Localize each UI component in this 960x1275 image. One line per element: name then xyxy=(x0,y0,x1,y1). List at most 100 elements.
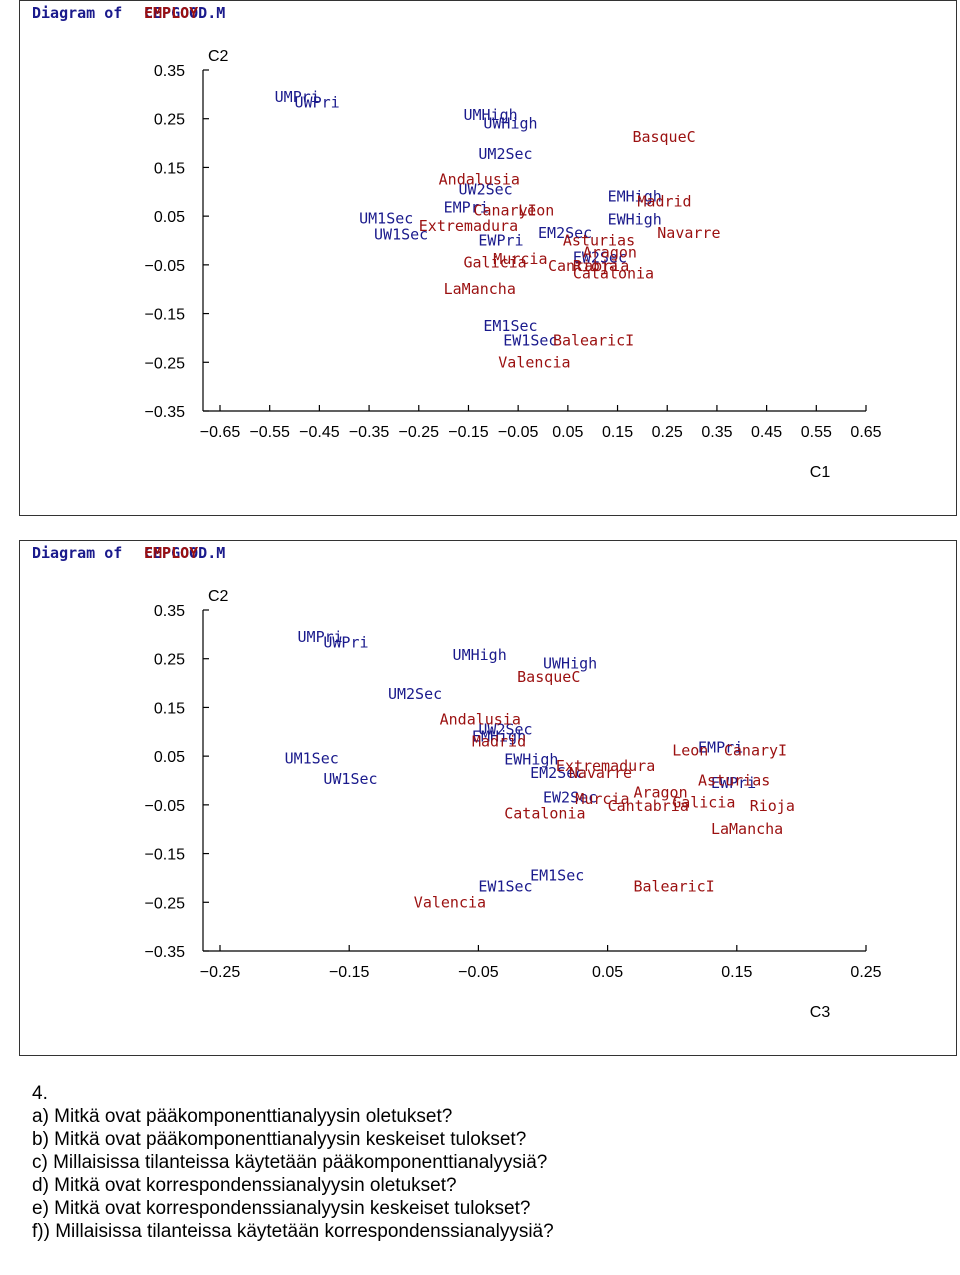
point-label-ewhigh: EWHigh xyxy=(608,211,662,229)
point-label-um2sec: UM2Sec xyxy=(388,685,442,703)
point-label-catalonia: Catalonia xyxy=(504,805,585,823)
point-label-navarre: Navarre xyxy=(569,764,632,782)
point-label-extremadura: Extremadura xyxy=(419,217,518,235)
point-label-cantabria: Cantabria xyxy=(608,797,689,815)
x-axis-label: C3 xyxy=(810,1004,831,1021)
y-tick-label: 0.05 xyxy=(154,209,185,226)
chart-title-employ: EMPLOY xyxy=(144,4,198,22)
x-tick-label: −0.15 xyxy=(329,964,370,981)
x-tick-label: 0.25 xyxy=(850,964,881,981)
y-tick-label: −0.25 xyxy=(145,895,186,912)
x-tick-label: −0.45 xyxy=(299,424,340,441)
chart-title-cepgood: CEPGOOD.M xyxy=(144,544,225,562)
x-tick-label: −0.15 xyxy=(448,424,489,441)
point-label-empri: EMPri xyxy=(444,198,489,216)
point-label-murcia: Murcia xyxy=(575,790,629,808)
x-tick-label: −0.05 xyxy=(458,964,499,981)
point-label-galicia: Galicia xyxy=(672,793,735,811)
x-tick-label: 0.05 xyxy=(552,424,583,441)
point-label-asturias: Asturias xyxy=(563,232,635,250)
x-tick-label: 0.15 xyxy=(602,424,633,441)
y-tick-label: 0.15 xyxy=(154,160,185,177)
x-tick-label: −0.65 xyxy=(200,424,241,441)
point-label-ewpri: EWPri xyxy=(711,774,756,792)
point-label-canaryi: CanaryI xyxy=(724,741,787,759)
exam-questions: 4. a) Mitkä ovat pääkomponenttianalyysin… xyxy=(32,1082,932,1243)
point-label-uwpri: UWPri xyxy=(323,634,368,652)
point-label-canaryi: CanaryI xyxy=(473,201,536,219)
y-axis-label: C2 xyxy=(208,588,229,605)
point-label-leon: Leon xyxy=(518,201,554,219)
point-label-umhigh: UMHigh xyxy=(453,646,507,664)
y-tick-label: 0.05 xyxy=(154,749,185,766)
x-tick-label: 0.65 xyxy=(850,424,881,441)
point-label-valencia: Valencia xyxy=(414,893,486,911)
chart-title-employ: EMPLOY xyxy=(144,544,198,562)
point-label-um2sec: UM2Sec xyxy=(478,145,532,163)
point-label-madrid: Madrid xyxy=(472,733,526,751)
y-tick-label: 0.25 xyxy=(154,652,185,669)
point-label-rioja: Rioja xyxy=(573,257,618,275)
x-tick-label: 0.45 xyxy=(751,424,782,441)
question-b: b) Mitkä ovat pääkomponenttianalyysin ke… xyxy=(32,1129,527,1150)
point-label-ew2sec: EW2Sec xyxy=(543,789,597,807)
point-label-madrid: Madrid xyxy=(637,193,691,211)
y-tick-label: 0.35 xyxy=(154,63,185,80)
chart-panel-c1-c2: Diagram of CEPGOOD.M EMPLOY 0.35 0.25 0.15 0.… xyxy=(19,0,957,516)
question-a: a) Mitkä ovat pääkomponenttianalyysin ol… xyxy=(32,1106,453,1127)
point-label-andalusia: Andalusia xyxy=(440,711,521,729)
point-label-ewpri: EWPri xyxy=(478,232,523,250)
point-label-em1sec: EM1Sec xyxy=(530,866,584,884)
point-label-uw2sec: UW2Sec xyxy=(478,720,532,738)
y-tick-label: 0.35 xyxy=(154,603,185,620)
point-label-basquec: BasqueC xyxy=(632,128,695,146)
question-d: d) Mitkä ovat korrespondenssianalyysin o… xyxy=(32,1175,457,1196)
y-axis-label: C2 xyxy=(208,48,229,65)
point-label-extremadura: Extremadura xyxy=(556,757,655,775)
point-label-ewhigh: EWHigh xyxy=(504,751,558,769)
x-tick-label: −0.25 xyxy=(200,964,241,981)
point-label-ew2sec: EW2Sec xyxy=(573,249,627,267)
x-tick-label: −0.25 xyxy=(399,424,440,441)
question-c: c) Millaisissa tilanteissa käytetään pää… xyxy=(32,1152,548,1173)
chart-title-prefix: Diagram of xyxy=(32,544,122,562)
question-f: f)) Millaisissa tilanteissa käytetään ko… xyxy=(32,1221,554,1242)
point-label-um1sec: UM1Sec xyxy=(359,210,413,228)
y-tick-label: 0.15 xyxy=(154,700,185,717)
point-label-asturias: Asturias xyxy=(698,772,770,790)
point-label-umpri: UMPri xyxy=(275,88,320,106)
x-axis-label: C1 xyxy=(810,464,831,481)
y-tick-label: −0.35 xyxy=(145,404,186,421)
point-label-uwpri: UWPri xyxy=(295,94,340,112)
point-label-empri: EMPri xyxy=(698,738,743,756)
point-label-emhigh: EMHigh xyxy=(608,188,662,206)
point-label-uw2sec: UW2Sec xyxy=(459,180,513,198)
point-label-uw1sec: UW1Sec xyxy=(374,226,428,244)
point-label-valencia: Valencia xyxy=(498,353,570,371)
point-label-em2sec: EM2Sec xyxy=(538,224,592,242)
point-label-uwhigh: UWHigh xyxy=(543,655,597,673)
point-label-galicia: Galicia xyxy=(463,253,526,271)
point-label-emhigh: EMHigh xyxy=(472,728,526,746)
y-tick-label: −0.35 xyxy=(145,944,186,961)
x-tick-label: −0.55 xyxy=(249,424,290,441)
point-label-em2sec: EM2Sec xyxy=(530,764,584,782)
point-label-catalonia: Catalonia xyxy=(573,265,654,283)
chart-title-cepgood: CEPGOOD.M xyxy=(144,4,225,22)
point-label-uwhigh: UWHigh xyxy=(483,115,537,133)
chart-title-prefix: Diagram of xyxy=(32,4,122,22)
y-tick-label: −0.15 xyxy=(145,307,186,324)
question-number: 4. xyxy=(32,1083,48,1104)
x-tick-label: 0.15 xyxy=(721,964,752,981)
point-label-aragon: Aragon xyxy=(583,244,637,262)
point-label-ew1sec: EW1Sec xyxy=(478,878,532,896)
x-tick-label: 0.05 xyxy=(592,964,623,981)
point-label-murcia: Murcia xyxy=(493,250,547,268)
chart-panel-c3-c2: Diagram of CEPGOOD.M EMPLOY 0.35 0.25 0.15 0.… xyxy=(19,540,957,1056)
point-label-lamancha: LaMancha xyxy=(711,820,783,838)
point-label-lamancha: LaMancha xyxy=(444,280,516,298)
question-e: e) Mitkä ovat korrespondenssianalyysin k… xyxy=(32,1198,531,1219)
point-label-basquec: BasqueC xyxy=(517,668,580,686)
point-label-andalusia: Andalusia xyxy=(439,171,520,189)
